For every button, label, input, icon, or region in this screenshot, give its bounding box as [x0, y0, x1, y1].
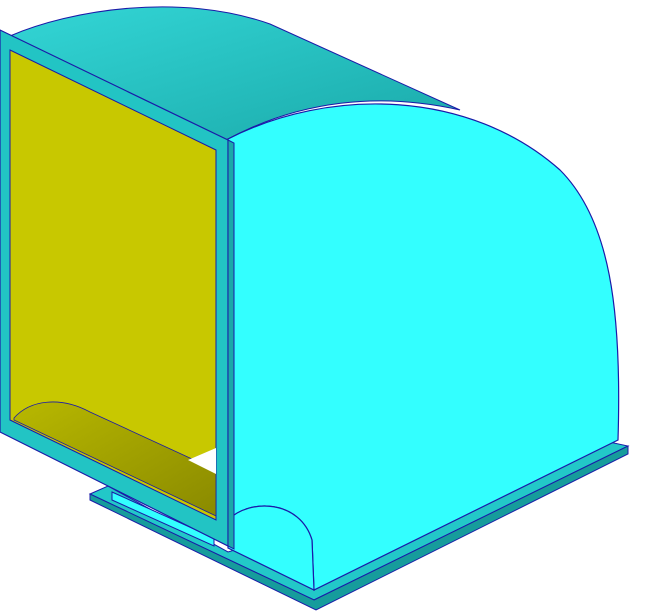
- inlet-frame-side: [227, 139, 235, 550]
- base-plate-edge: [89, 445, 629, 611]
- inlet-frame: [0, 29, 235, 550]
- inlet-gap: [188, 448, 216, 474]
- outlet-stub: [227, 505, 315, 591]
- elbow-top-curved-surface: [8, 6, 461, 141]
- inlet-inner-curve: [13, 401, 217, 517]
